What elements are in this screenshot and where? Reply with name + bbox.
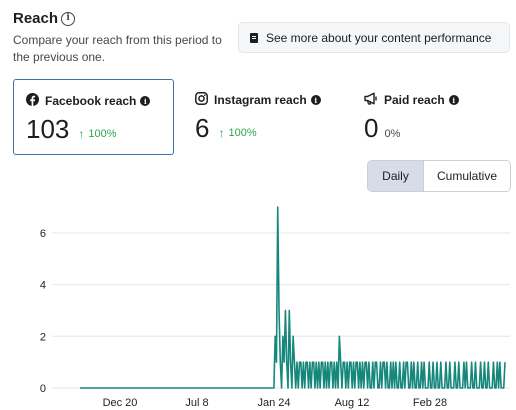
info-icon[interactable]: i [448,95,459,105]
cumulative-toggle-button[interactable]: Cumulative [423,161,510,191]
card-value: 0 [364,113,379,143]
megaphone-icon [364,92,378,108]
y-tick-label: 2 [40,331,46,343]
x-axis-ticks: Dec 20 Jul 8 Jan 24 Aug 12 Feb 28 [103,397,448,409]
instagram-reach-card[interactable]: Instagram reach i 6 ↑ 100% [183,79,343,155]
y-tick-label: 4 [40,280,46,292]
y-tick-label: 6 [40,228,46,240]
card-label-text: Paid reach [384,93,445,107]
delta-value: 0% [384,128,401,140]
card-label-text: Facebook reach [45,94,137,108]
facebook-reach-card[interactable]: Facebook reach i 103 ↑ 100% [13,79,174,155]
x-tick-label: Jan 24 [257,397,290,409]
paid-reach-card[interactable]: Paid reach i 0 0% [352,79,492,155]
y-axis-ticks: 0 2 4 6 [40,228,46,395]
card-value: 103 [26,114,70,144]
see-more-label: See more about your content performance [266,30,492,45]
document-icon [250,32,258,43]
x-tick-label: Aug 12 [335,397,370,409]
view-toggle: Daily Cumulative [367,160,511,192]
card-value: 6 [195,113,210,143]
info-icon[interactable]: i [310,95,321,105]
x-tick-label: Feb 28 [413,397,447,409]
card-label: Paid reach i [364,92,480,108]
info-icon[interactable]: i [61,11,76,26]
series-line [80,206,506,389]
daily-toggle-button[interactable]: Daily [368,161,423,191]
reach-header: Reach i [13,10,76,27]
arrow-up-icon: ↑ [218,126,225,140]
delta-badge: ↑ 100% [78,127,116,141]
x-tick-label: Jul 8 [185,397,208,409]
card-label: Instagram reach i [195,92,331,108]
card-label: Facebook reach i [26,93,161,109]
see-more-button[interactable]: See more about your content performance [238,22,510,53]
x-tick-label: Dec 20 [103,397,138,409]
arrow-up-icon: ↑ [78,127,85,141]
y-tick-label: 0 [40,383,46,395]
instagram-icon [195,92,208,108]
facebook-icon [26,93,39,109]
reach-line-chart: 0 2 4 6 Dec 20 Jul 8 Jan 24 Aug 12 Feb 28 [40,206,510,409]
delta-value: 100% [228,127,257,139]
info-icon[interactable]: i [140,96,151,106]
page-title: Reach [13,10,59,27]
delta-value: 100% [88,128,117,140]
card-label-text: Instagram reach [214,93,307,107]
delta-badge: ↑ 100% [218,126,256,140]
page-subtitle: Compare your reach from this period to t… [13,33,222,64]
